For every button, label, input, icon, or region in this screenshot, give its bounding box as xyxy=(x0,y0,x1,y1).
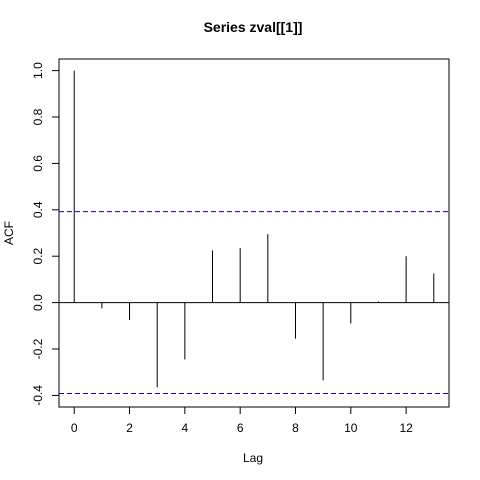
x-tick-label: 4 xyxy=(182,421,189,435)
x-tick-label: 6 xyxy=(237,421,244,435)
acf-series xyxy=(59,70,449,395)
x-tick-label: 12 xyxy=(399,421,413,435)
x-axis-label: Lag xyxy=(243,451,263,465)
y-tick-label: 0.8 xyxy=(31,108,45,125)
y-tick-label: 0.2 xyxy=(31,248,45,265)
x-axis: 0 2 4 6 8 10 12 xyxy=(71,406,413,435)
plot-frame xyxy=(58,58,450,408)
y-tick-label: 0.4 xyxy=(31,201,45,218)
x-tick-label: 0 xyxy=(71,421,78,435)
x-tick-label: 8 xyxy=(292,421,299,435)
y-axis-label: ACF xyxy=(2,221,16,245)
y-tick-label: 0.0 xyxy=(31,294,45,311)
y-tick-label: -0.4 xyxy=(31,385,45,406)
x-tick-label: 10 xyxy=(344,421,358,435)
y-tick-label: 1.0 xyxy=(31,62,45,79)
y-axis: -0.4 -0.2 0.0 0.2 0.4 0.6 0.8 1.0 xyxy=(31,62,60,406)
y-tick-label: 0.6 xyxy=(31,155,45,172)
chart-title: Series zval[[1]] xyxy=(204,19,303,35)
x-tick-label: 2 xyxy=(126,421,133,435)
y-tick-label: -0.2 xyxy=(31,338,45,359)
